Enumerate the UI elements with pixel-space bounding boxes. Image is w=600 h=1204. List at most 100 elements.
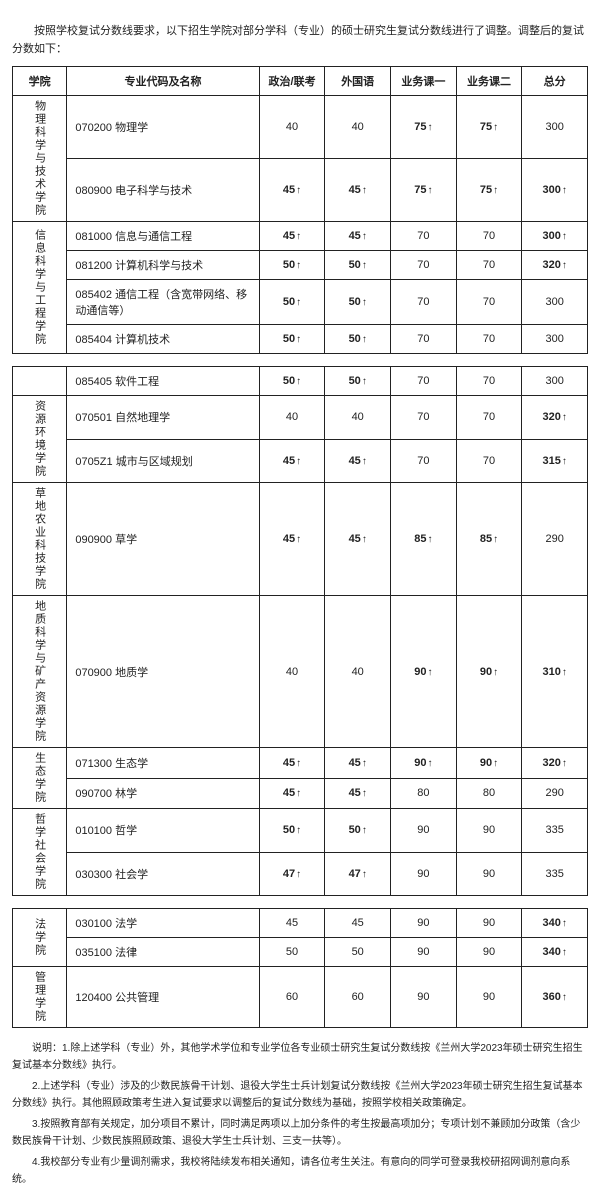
th-major: 专业代码及名称 (67, 67, 259, 96)
score-cell: 70 (391, 439, 457, 483)
score-cell: 75 (391, 159, 457, 222)
score-cell: 300 (522, 280, 588, 325)
score-cell: 70 (391, 251, 457, 280)
major-cell: 080900 电子科学与技术 (67, 159, 259, 222)
score-cell: 90 (456, 809, 522, 853)
score-cell: 290 (522, 483, 588, 596)
score-cell: 45 (325, 439, 391, 483)
score-cell: 300 (522, 325, 588, 354)
score-cell: 45 (259, 483, 325, 596)
score-table-2: 085405 软件工程 50 50 70 70 300 资源环境学院 07050… (12, 366, 588, 896)
score-cell: 310 (522, 596, 588, 748)
college-cell: 资源环境学院 (13, 396, 67, 483)
college-cell: 法学院 (13, 909, 67, 967)
score-cell: 50 (259, 325, 325, 354)
college-cell: 信息科学与工程学院 (13, 222, 67, 354)
score-cell: 75 (456, 96, 522, 159)
score-cell: 90 (391, 852, 457, 896)
score-cell: 300 (522, 222, 588, 251)
table-row: 085404 计算机技术 50 50 70 70 300 (13, 325, 588, 354)
note-3: 3.按照教育部有关规定，加分项目不累计，同时满足两项以上加分条件的考生按最高项加… (12, 1116, 588, 1150)
score-cell: 90 (456, 967, 522, 1028)
table-row: 管理学院 120400 公共管理 60 60 90 90 360 (13, 967, 588, 1028)
table-row: 081200 计算机科学与技术 50 50 70 70 320 (13, 251, 588, 280)
table-row: 法学院 030100 法学 45 45 90 90 340 (13, 909, 588, 938)
score-cell: 70 (456, 222, 522, 251)
score-cell: 70 (456, 251, 522, 280)
major-cell: 085404 计算机技术 (67, 325, 259, 354)
score-cell: 90 (456, 938, 522, 967)
table-row: 085405 软件工程 50 50 70 70 300 (13, 367, 588, 396)
score-cell: 360 (522, 967, 588, 1028)
score-cell: 90 (391, 967, 457, 1028)
note-2: 2.上述学科（专业）涉及的少数民族骨干计划、退役大学生士兵计划复试分数线按《兰州… (12, 1078, 588, 1112)
table-row: 090700 林学 45 45 80 80 290 (13, 778, 588, 809)
major-cell: 0705Z1 城市与区域规划 (67, 439, 259, 483)
score-cell: 300 (522, 159, 588, 222)
table-row: 035100 法律 50 50 90 90 340 (13, 938, 588, 967)
score-cell: 60 (325, 967, 391, 1028)
table-row: 030300 社会学 47 47 90 90 335 (13, 852, 588, 896)
score-cell: 50 (325, 809, 391, 853)
score-cell: 45 (325, 483, 391, 596)
table-row: 080900 电子科学与技术 45 45 75 75 300 (13, 159, 588, 222)
score-cell: 90 (391, 596, 457, 748)
table-row: 哲学社会学院 010100 哲学 50 50 90 90 335 (13, 809, 588, 853)
score-cell: 90 (456, 596, 522, 748)
score-cell: 50 (325, 280, 391, 325)
college-cell: 草地农业科技学院 (13, 483, 67, 596)
note-1: 说明：1.除上述学科（专业）外，其他学术学位和专业学位各专业硕士研究生复试分数线… (12, 1040, 588, 1074)
score-cell: 320 (522, 396, 588, 440)
score-cell: 85 (391, 483, 457, 596)
th-course1: 业务课一 (391, 67, 457, 96)
th-total: 总分 (522, 67, 588, 96)
score-cell: 80 (456, 778, 522, 809)
major-cell: 085405 软件工程 (67, 367, 259, 396)
table-row: 信息科学与工程学院 081000 信息与通信工程 45 45 70 70 300 (13, 222, 588, 251)
college-cell: 地质科学与矿产资源学院 (13, 596, 67, 748)
score-cell: 70 (391, 367, 457, 396)
score-cell: 70 (456, 325, 522, 354)
score-cell: 40 (259, 396, 325, 440)
score-cell: 90 (391, 748, 457, 779)
college-cell: 生态学院 (13, 748, 67, 809)
score-cell: 75 (456, 159, 522, 222)
major-cell: 030300 社会学 (67, 852, 259, 896)
score-cell: 45 (259, 748, 325, 779)
score-cell: 47 (259, 852, 325, 896)
score-cell: 45 (325, 778, 391, 809)
th-foreign: 外国语 (325, 67, 391, 96)
major-cell: 081000 信息与通信工程 (67, 222, 259, 251)
college-cell: 物理科学与技术学院 (13, 96, 67, 222)
note-4: 4.我校部分专业有少量调剂需求，我校将陆续发布相关通知，请各位考生关注。有意向的… (12, 1154, 588, 1188)
score-table-3: 法学院 030100 法学 45 45 90 90 340 035100 法律 … (12, 908, 588, 1028)
college-cell (13, 367, 67, 396)
notes-section: 说明：1.除上述学科（专业）外，其他学术学位和专业学位各专业硕士研究生复试分数线… (12, 1040, 588, 1188)
score-cell: 50 (259, 280, 325, 325)
table-row: 物理科学与技术学院 070200 物理学 40 40 75 75 300 (13, 96, 588, 159)
score-cell: 90 (391, 938, 457, 967)
score-cell: 50 (325, 938, 391, 967)
score-cell: 45 (325, 222, 391, 251)
score-cell: 70 (456, 367, 522, 396)
score-cell: 340 (522, 938, 588, 967)
major-cell: 070501 自然地理学 (67, 396, 259, 440)
score-cell: 40 (325, 96, 391, 159)
major-cell: 010100 哲学 (67, 809, 259, 853)
score-table-1: 学院 专业代码及名称 政治/联考 外国语 业务课一 业务课二 总分 物理科学与技… (12, 66, 588, 354)
score-cell: 300 (522, 367, 588, 396)
table-row: 资源环境学院 070501 自然地理学 40 40 70 70 320 (13, 396, 588, 440)
score-cell: 40 (325, 396, 391, 440)
score-cell: 50 (325, 251, 391, 280)
th-politics: 政治/联考 (259, 67, 325, 96)
major-cell: 030100 法学 (67, 909, 259, 938)
score-cell: 45 (259, 159, 325, 222)
score-cell: 335 (522, 809, 588, 853)
score-cell: 40 (325, 596, 391, 748)
score-cell: 45 (259, 778, 325, 809)
score-cell: 70 (456, 439, 522, 483)
major-cell: 035100 法律 (67, 938, 259, 967)
college-cell: 管理学院 (13, 967, 67, 1028)
header-row: 学院 专业代码及名称 政治/联考 外国语 业务课一 业务课二 总分 (13, 67, 588, 96)
college-cell: 哲学社会学院 (13, 809, 67, 896)
